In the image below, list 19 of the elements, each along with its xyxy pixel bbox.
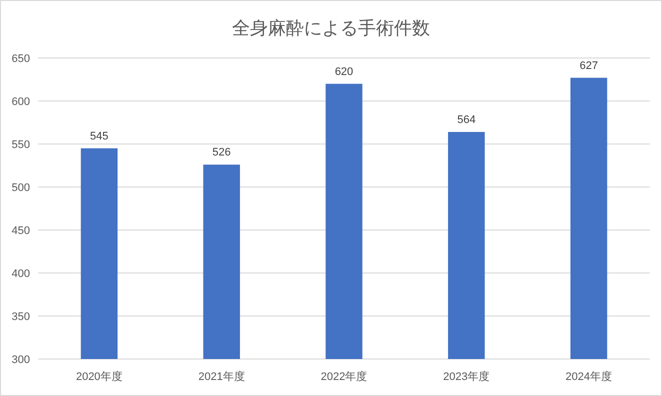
- data-label: 620: [334, 66, 354, 78]
- x-tick-label: 2021年度: [198, 370, 245, 383]
- y-tick-label: 350: [12, 311, 30, 323]
- y-tick-label: 300: [12, 354, 30, 366]
- data-label: 564: [457, 114, 476, 126]
- x-tick-label: 2023年度: [443, 370, 490, 383]
- y-tick-label: 500: [12, 182, 30, 194]
- chart-title: 全身麻酔による手術件数: [232, 18, 430, 38]
- y-tick-label: 600: [12, 96, 30, 108]
- y-tick-label: 450: [12, 225, 30, 237]
- x-tick-label: 2022年度: [320, 370, 368, 383]
- data-label: 627: [580, 60, 598, 72]
- x-tick-label: 2024年度: [566, 370, 612, 383]
- y-tick-label: 550: [12, 139, 30, 151]
- data-label: 526: [212, 146, 231, 159]
- y-tick-label: 400: [12, 268, 30, 280]
- x-tick-label: 2020年度: [76, 370, 122, 383]
- y-tick-label: 650: [12, 53, 30, 65]
- data-label: 545: [90, 130, 108, 142]
